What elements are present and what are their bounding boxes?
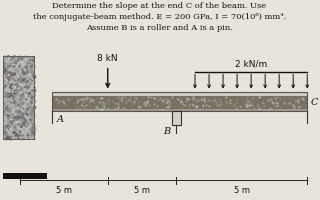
- Bar: [52, 92, 307, 112]
- Text: 5 m: 5 m: [56, 185, 72, 194]
- Text: 5 m: 5 m: [234, 185, 250, 194]
- Text: 8 kN: 8 kN: [97, 54, 118, 63]
- Text: B: B: [163, 127, 170, 136]
- Bar: [52, 110, 307, 112]
- Text: A: A: [56, 114, 63, 123]
- Bar: [3, 173, 47, 179]
- Text: 2 kN/m: 2 kN/m: [235, 60, 267, 69]
- Text: Assume B is a roller and A is a pin.: Assume B is a roller and A is a pin.: [86, 24, 233, 32]
- Bar: [52, 92, 307, 96]
- Text: C: C: [311, 98, 318, 106]
- Text: the conjugate-beam method. E = 200 GPa, I = 70(10⁶) mm⁴.: the conjugate-beam method. E = 200 GPa, …: [33, 13, 286, 21]
- Text: Determine the slope at the end C of the beam. Use: Determine the slope at the end C of the …: [52, 2, 266, 10]
- Bar: [52, 96, 307, 110]
- Bar: [3, 56, 35, 140]
- Text: 5 m: 5 m: [134, 185, 150, 194]
- Bar: [172, 112, 181, 126]
